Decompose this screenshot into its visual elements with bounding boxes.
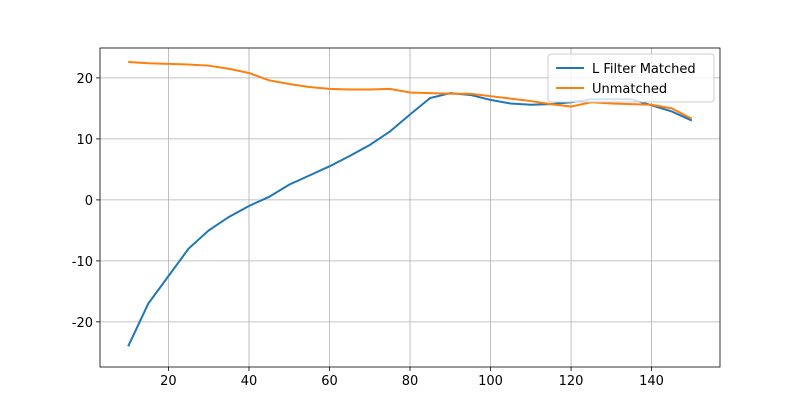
plot-frame	[99, 47, 721, 368]
legend-box	[547, 53, 715, 103]
legend-label: Unmatched	[592, 82, 667, 97]
y-tick-label: -20	[72, 316, 93, 331]
x-tick-label: 100	[478, 374, 503, 389]
legend-label: L Filter Matched	[592, 62, 696, 77]
x-tick-label: 80	[402, 374, 419, 389]
x-tick-label: 60	[321, 374, 338, 389]
x-tick-label: 120	[559, 374, 584, 389]
y-tick-label: 0	[85, 194, 93, 209]
y-tick-label: -10	[72, 255, 93, 270]
y-tick-label: 10	[76, 133, 93, 148]
x-tick-label: 40	[241, 374, 258, 389]
x-tick-label: 20	[160, 374, 177, 389]
y-tick-label: 20	[76, 72, 93, 87]
series-line	[128, 61, 693, 120]
x-tick-label: 140	[639, 374, 664, 389]
